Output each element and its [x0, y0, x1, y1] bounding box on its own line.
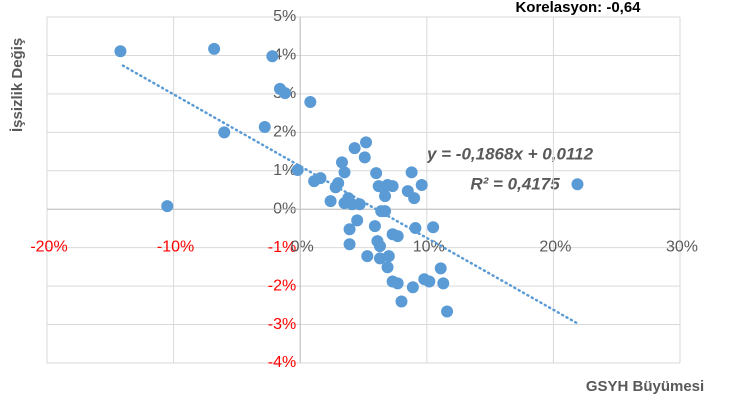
point [361, 250, 374, 263]
x-tick-label: 10% [413, 238, 445, 255]
point [208, 42, 221, 55]
y-tick-label: -4% [268, 354, 296, 371]
x-tick-label: -10% [157, 238, 194, 255]
point [571, 178, 584, 191]
y-tick-label: -3% [268, 316, 296, 333]
point [161, 200, 174, 213]
point [441, 305, 454, 318]
y-tick-label: 5% [273, 8, 296, 25]
point [437, 277, 450, 290]
y-tick-label: 2% [273, 124, 296, 141]
point [391, 230, 404, 243]
point [348, 142, 361, 155]
point [358, 151, 371, 164]
point [406, 281, 419, 294]
point [408, 192, 421, 205]
point [335, 156, 348, 169]
point [391, 277, 404, 290]
point [351, 214, 364, 227]
point [368, 220, 381, 233]
y-tick-label: -2% [268, 277, 296, 294]
point [314, 172, 327, 185]
point [381, 261, 394, 274]
x-tick-label: 30% [666, 238, 698, 255]
point [279, 87, 292, 100]
y-axis-title: İşsizlik Değiş [9, 38, 26, 132]
x-tick-label: 0% [291, 238, 314, 255]
point [379, 190, 392, 203]
point [218, 126, 231, 139]
point [370, 167, 383, 180]
chart-title: Korelasyon: -0,64 [515, 0, 641, 16]
point [379, 205, 392, 218]
point [324, 195, 337, 208]
y-tick-label: 4% [273, 47, 296, 64]
point [338, 166, 351, 179]
y-tick-label: 1% [273, 162, 296, 179]
y-tick-label: -1% [268, 239, 296, 256]
point [415, 179, 428, 192]
point [360, 136, 373, 149]
point [343, 238, 356, 251]
equation: y = -0,1868x + 0,0112 [426, 144, 594, 163]
r-squared: R² = 0,4175 [470, 174, 560, 193]
point [427, 221, 440, 234]
point [386, 180, 399, 193]
point [373, 240, 386, 253]
point [266, 50, 279, 63]
point [332, 177, 345, 190]
x-axis-title: GSYH Büyümesi [586, 378, 704, 395]
point [395, 295, 408, 308]
x-tick-label: -20% [30, 238, 67, 255]
point [409, 222, 422, 235]
point [382, 250, 395, 263]
point [434, 262, 447, 275]
trendline [121, 64, 580, 326]
x-tick-label: 20% [539, 238, 571, 255]
point [343, 223, 356, 236]
point [405, 166, 418, 179]
point [304, 95, 317, 108]
point [114, 45, 127, 58]
point [423, 275, 436, 288]
point [258, 120, 271, 133]
